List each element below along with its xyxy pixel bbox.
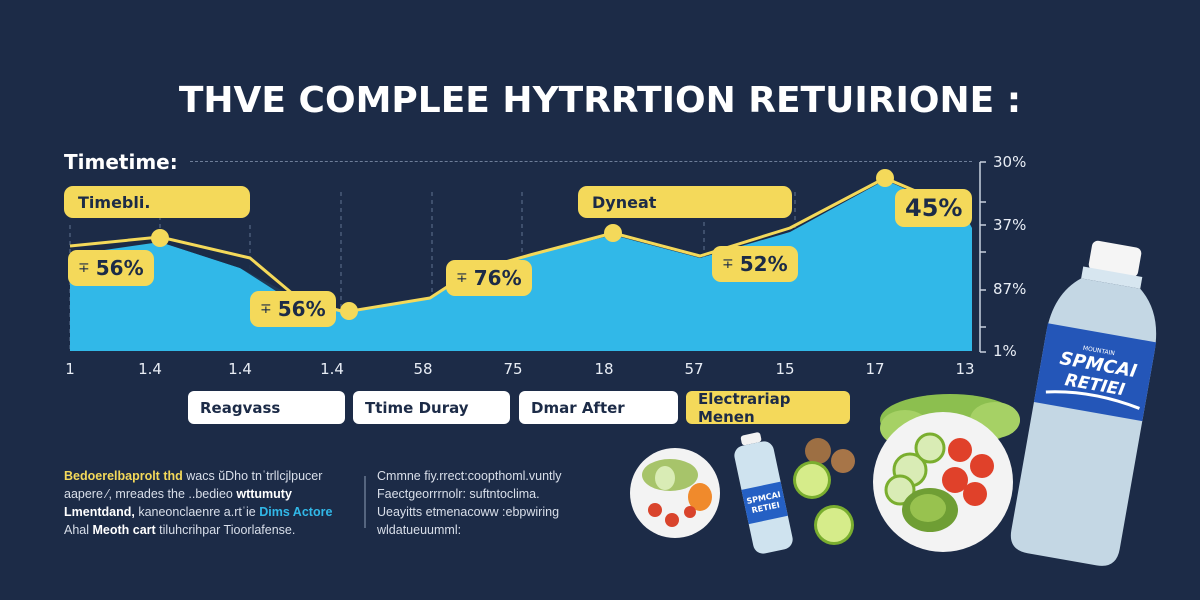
chart-top-dashed-line: [190, 161, 972, 162]
filter-button-reagvass[interactable]: Reagvass: [188, 391, 345, 424]
description-left: Bedoerelbaprolt thd wacs ŭDho tnˈtrllcjl…: [64, 467, 364, 539]
small-water-bottle-icon: SPMCAI RETIEI: [734, 432, 793, 554]
value-tag: ∓ 76%: [446, 260, 532, 296]
callout-phase-two: Dyneat: [578, 186, 792, 218]
x-tick: 58: [413, 360, 433, 378]
desc-text: Faectgeorrrnolr: suftntoclima.: [377, 487, 540, 501]
description-right: Cmmne fiy.rrect:coopthoml.vuntly Faectge…: [377, 467, 597, 539]
x-tick: 13: [955, 360, 975, 378]
plus-minus-icon: ∓: [456, 270, 468, 286]
desc-text: Ahal: [64, 523, 93, 537]
x-tick: 17: [865, 360, 885, 378]
desc-bold: Meoth cart: [92, 523, 156, 537]
nuts-icon: [805, 438, 855, 473]
desc-text: wldatueuumml:: [377, 523, 462, 537]
value-tag-text: 56%: [277, 297, 326, 321]
desc-bold: wttumuty: [236, 487, 292, 501]
desc-link: Dims Actore: [259, 505, 333, 519]
data-markers: [151, 169, 894, 320]
value-tag-text: 52%: [739, 252, 788, 276]
x-tick: 1.4: [320, 360, 344, 378]
value-tag-text: 45%: [905, 194, 963, 222]
desc-text: Ueayitts etmenacoww :ebpwiring: [377, 505, 560, 519]
callout-phase-one: Timebli.: [64, 186, 250, 218]
x-tick: 57: [684, 360, 704, 378]
plus-minus-icon: ∓: [260, 301, 272, 317]
desc-highlight: Bedoerelbaprolt thd: [64, 469, 183, 483]
plus-minus-icon: ∓: [722, 256, 734, 272]
value-tag-peak: 45%: [895, 189, 973, 227]
value-tag-text: 76%: [473, 266, 522, 290]
y-tick: 37%: [993, 216, 1027, 234]
desc-text: tiluhcrihpar Tioorlafense.: [155, 523, 296, 537]
page-title: THVE COMPLEE HYTRRTION RETUIRIONE :: [178, 80, 1022, 121]
desc-text: aapere ⁄, mreades the ..bedieo: [64, 487, 237, 501]
x-tick: 15: [775, 360, 795, 378]
x-tick: 1.4: [138, 360, 162, 378]
filter-button-time-duray[interactable]: Ttime Duray: [353, 391, 510, 424]
salad-plate-icon: [630, 448, 720, 538]
x-tick: 1.4: [228, 360, 252, 378]
desc-text: kaneonclaenre a.rtˈie: [134, 505, 260, 519]
filter-button-dmar-after[interactable]: Dmar After: [519, 391, 678, 424]
filter-button-electrariap-menen[interactable]: Electrariap Menen: [686, 390, 850, 426]
plus-minus-icon: ∓: [78, 260, 90, 276]
desc-text: Cmmne fiy.rrect:coopthoml.vuntly: [377, 469, 562, 483]
big-salad-plate-icon: [873, 412, 1013, 552]
value-tag: ∓ 56%: [68, 250, 154, 286]
x-tick: 1: [65, 360, 75, 378]
y-tick: 30%: [993, 153, 1027, 171]
y-axis: [979, 161, 986, 353]
chart-header-label: Timetime:: [64, 150, 178, 174]
lime-icon: [793, 461, 854, 545]
desc-text: wacs ŭDho tnˈtrllcjlpucer: [182, 469, 323, 483]
y-tick: 87%: [993, 280, 1027, 298]
y-tick: 1%: [993, 342, 1017, 360]
value-tag-text: 56%: [95, 256, 144, 280]
x-tick: 18: [594, 360, 614, 378]
paragraph-divider: [364, 476, 366, 528]
desc-bold: Lmentdand,: [64, 505, 135, 519]
x-tick: 75: [503, 360, 523, 378]
value-tag: ∓ 52%: [712, 246, 798, 282]
large-water-bottle-icon: MOUNTAIN SPMCAI RETIEI: [1010, 240, 1157, 566]
value-tag: ∓ 56%: [250, 291, 336, 327]
